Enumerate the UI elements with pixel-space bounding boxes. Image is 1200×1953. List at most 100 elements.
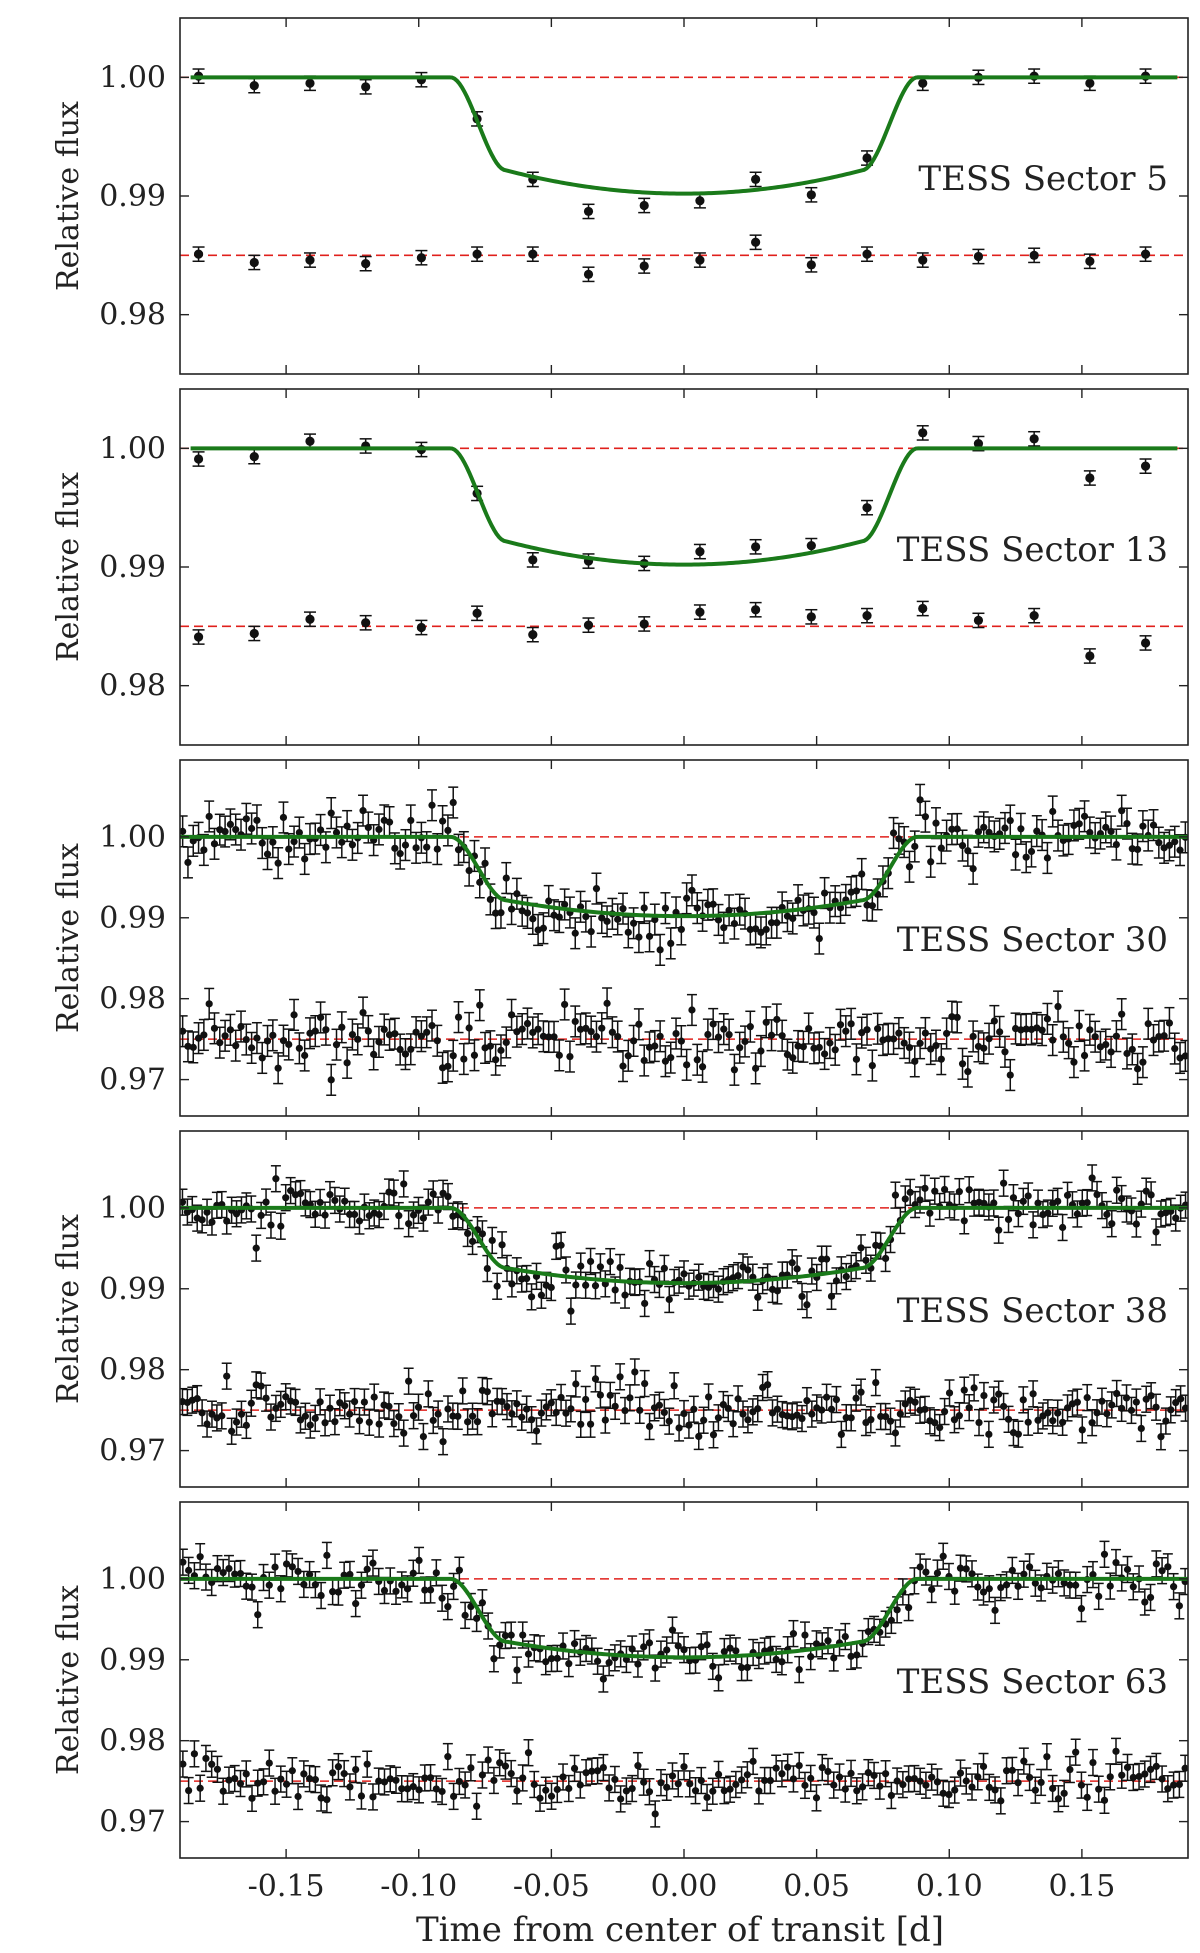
data-point xyxy=(208,1760,216,1768)
data-point xyxy=(444,1192,452,1201)
data-point xyxy=(380,1025,388,1034)
data-point xyxy=(582,1395,590,1404)
data-point xyxy=(887,1791,895,1800)
data-point xyxy=(921,1184,929,1192)
data-point xyxy=(960,1217,968,1225)
data-point xyxy=(375,1211,383,1219)
data-point xyxy=(323,1551,331,1559)
data-point xyxy=(1108,1220,1116,1228)
data-point xyxy=(561,900,569,909)
data-point xyxy=(691,1787,700,1795)
data-point xyxy=(734,1272,742,1280)
data-point xyxy=(704,1393,713,1401)
data-point xyxy=(529,1028,537,1037)
data-point xyxy=(334,1588,342,1596)
data-point xyxy=(882,1254,890,1263)
data-point xyxy=(282,1780,291,1788)
data-point xyxy=(503,1403,511,1411)
data-point xyxy=(460,1055,468,1063)
data-point xyxy=(490,1655,498,1663)
data-point xyxy=(762,925,770,934)
data-point xyxy=(415,1786,423,1794)
data-point xyxy=(950,1416,959,1424)
data-point xyxy=(265,1581,273,1589)
data-point xyxy=(513,1666,521,1674)
data-point xyxy=(628,1784,636,1793)
data-point xyxy=(1083,1394,1091,1402)
data-point xyxy=(322,843,330,851)
data-point xyxy=(603,999,611,1007)
data-point xyxy=(1144,1020,1152,1028)
data-point xyxy=(1077,1605,1086,1613)
data-point xyxy=(736,906,744,914)
data-point xyxy=(523,909,532,917)
data-point xyxy=(1029,611,1039,621)
data-point xyxy=(709,1787,717,1795)
data-point xyxy=(1141,1598,1149,1606)
data-point xyxy=(778,1032,786,1040)
data-point xyxy=(835,1773,844,1781)
plot-area xyxy=(180,1540,1188,1828)
data-point xyxy=(862,503,872,513)
data-point xyxy=(1017,1026,1025,1034)
data-point xyxy=(184,858,192,867)
data-point xyxy=(518,1413,526,1421)
data-point xyxy=(259,1778,268,1786)
data-series xyxy=(180,1358,1188,1456)
data-point xyxy=(768,1409,777,1417)
data-point xyxy=(403,1585,412,1593)
transit-model-curve xyxy=(180,834,1188,919)
data-point xyxy=(1027,847,1036,856)
data-point xyxy=(346,1570,354,1579)
data-point xyxy=(886,1417,895,1425)
data-point xyxy=(751,237,761,247)
data-point xyxy=(536,1794,544,1802)
data-point xyxy=(945,1389,954,1397)
data-point xyxy=(641,1299,649,1308)
data-point xyxy=(582,1024,590,1032)
data-point xyxy=(236,1569,245,1578)
data-point xyxy=(714,1674,723,1682)
data-point xyxy=(267,1413,275,1421)
data-point xyxy=(496,1641,504,1649)
data-point xyxy=(294,1792,302,1801)
data-point xyxy=(288,1767,296,1775)
data-point xyxy=(253,816,261,824)
data-point xyxy=(528,555,538,565)
data-point xyxy=(180,1558,187,1566)
data-point xyxy=(847,1020,855,1028)
data-point xyxy=(634,1660,642,1668)
data-point xyxy=(527,1293,536,1301)
data-point xyxy=(502,874,510,882)
panel-1: 1.00 0.99 0.98 Relative flux TESS Sector 5 xyxy=(51,17,1189,375)
data-point xyxy=(1059,1223,1067,1232)
data-point xyxy=(665,1417,673,1425)
data-point xyxy=(798,1292,806,1301)
data-point xyxy=(343,1059,351,1067)
plot-area xyxy=(180,68,1188,283)
data-point xyxy=(1088,1419,1096,1427)
data-point xyxy=(502,1038,510,1047)
data-point xyxy=(1129,1583,1137,1591)
data-point xyxy=(1175,1602,1183,1610)
data-point xyxy=(468,1412,477,1420)
data-point xyxy=(990,1396,998,1404)
data-point xyxy=(262,1198,270,1206)
data-point xyxy=(1080,812,1089,820)
data-point xyxy=(1004,1215,1013,1224)
data-point xyxy=(729,1420,737,1428)
data-point xyxy=(380,1586,389,1595)
data-point xyxy=(1024,1418,1032,1426)
data-point xyxy=(624,1052,632,1060)
data-point xyxy=(641,1379,649,1388)
data-point xyxy=(661,904,670,912)
data-point xyxy=(288,1563,296,1571)
data-point xyxy=(663,1783,671,1791)
data-point xyxy=(1063,1191,1072,1199)
data-point xyxy=(1147,1191,1155,1199)
data-point xyxy=(396,850,404,858)
data-point xyxy=(958,842,967,850)
data-point xyxy=(799,1043,807,1051)
data-point xyxy=(507,1769,515,1778)
data-point xyxy=(1038,1026,1046,1034)
